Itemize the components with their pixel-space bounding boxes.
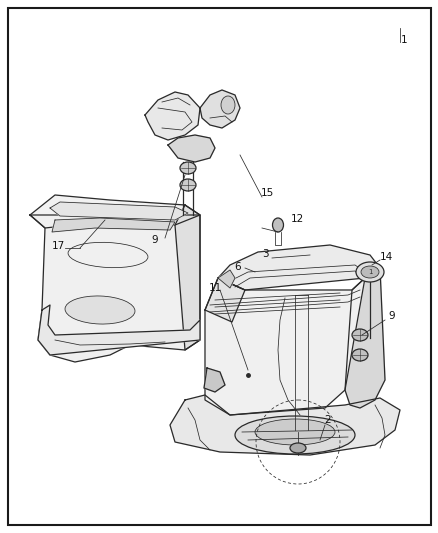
Ellipse shape (180, 179, 195, 191)
Polygon shape (168, 135, 215, 162)
Text: 9: 9 (152, 235, 158, 245)
Text: 15: 15 (260, 188, 273, 198)
Polygon shape (52, 218, 175, 232)
Polygon shape (205, 278, 364, 415)
Text: 17: 17 (51, 241, 64, 251)
Polygon shape (204, 368, 225, 392)
Polygon shape (205, 278, 244, 322)
Text: 1: 1 (367, 269, 371, 275)
Ellipse shape (234, 416, 354, 454)
Polygon shape (170, 395, 399, 455)
Polygon shape (30, 215, 200, 362)
Polygon shape (175, 205, 200, 350)
Polygon shape (218, 270, 234, 288)
Ellipse shape (65, 296, 134, 324)
Ellipse shape (355, 262, 383, 282)
Polygon shape (38, 305, 200, 355)
Text: 2: 2 (324, 415, 331, 425)
Text: 3: 3 (261, 249, 268, 259)
Ellipse shape (272, 218, 283, 232)
Polygon shape (200, 90, 240, 128)
Ellipse shape (360, 266, 378, 278)
Ellipse shape (351, 329, 367, 341)
Polygon shape (218, 245, 379, 290)
Text: 12: 12 (290, 214, 303, 224)
Ellipse shape (180, 162, 195, 174)
Text: 14: 14 (378, 252, 392, 262)
Ellipse shape (220, 96, 234, 114)
Ellipse shape (351, 349, 367, 361)
Polygon shape (50, 202, 187, 220)
Text: 11: 11 (208, 283, 221, 293)
Text: 6: 6 (234, 262, 241, 272)
Ellipse shape (254, 419, 334, 445)
Polygon shape (30, 195, 200, 228)
Polygon shape (344, 268, 384, 408)
Text: 9: 9 (388, 311, 394, 321)
Text: 1: 1 (400, 35, 406, 45)
Ellipse shape (290, 443, 305, 453)
Polygon shape (145, 92, 200, 140)
